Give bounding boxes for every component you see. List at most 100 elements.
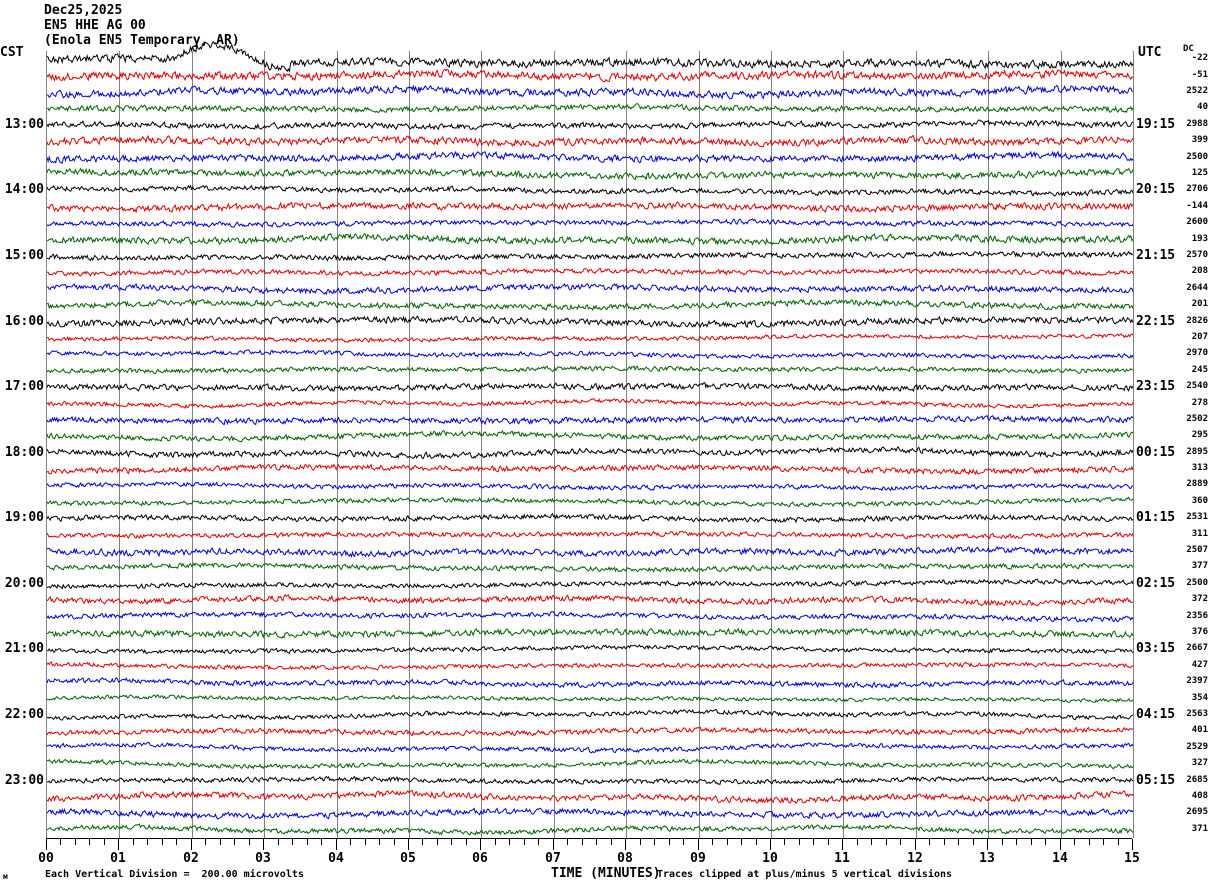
trace-11	[46, 232, 1134, 246]
trace-29	[46, 530, 1134, 540]
trace-20	[46, 381, 1134, 393]
trace-17	[46, 333, 1134, 344]
x-tick-minor	[495, 839, 496, 845]
header-date: Dec25,2025	[44, 3, 123, 18]
dc-offset-value: 371	[1191, 823, 1208, 834]
trace-35	[46, 627, 1134, 639]
dc-offset-value: 401	[1191, 725, 1208, 736]
x-tick-minor	[640, 839, 641, 845]
trace-12	[46, 250, 1134, 262]
left-time-label: 16:00	[4, 313, 44, 329]
trace-8	[46, 184, 1134, 197]
trace-15	[46, 298, 1134, 311]
x-tick-minor	[944, 839, 945, 845]
trace-7	[46, 167, 1134, 181]
x-tick-minor	[582, 839, 583, 845]
dc-offset-value: 2706	[1186, 184, 1208, 195]
dc-offset-value: 2500	[1186, 577, 1208, 588]
x-tick-minor	[654, 839, 655, 845]
dc-offset-value: 327	[1191, 758, 1208, 769]
dc-offset-value: 2826	[1186, 315, 1208, 326]
gridline-minute-12	[916, 51, 917, 838]
x-tick-label: 11	[834, 851, 850, 866]
trace-10	[46, 218, 1134, 228]
left-time-label: 22:00	[4, 707, 44, 723]
right-time-label: 00:15	[1136, 444, 1176, 460]
x-tick-label: 00	[38, 851, 54, 866]
x-tick-minor	[929, 839, 930, 845]
left-time-label: 15:00	[4, 247, 44, 263]
trace-5	[46, 134, 1134, 148]
dc-offset-value: 208	[1191, 266, 1208, 277]
dc-offset-value: 2563	[1186, 709, 1208, 720]
x-tick-label: 04	[328, 851, 344, 866]
x-tick-minor	[75, 839, 76, 845]
dc-offset-value: 125	[1191, 167, 1208, 178]
x-axis-title: TIME (MINUTES)	[551, 866, 661, 881]
x-tick-major	[480, 839, 481, 850]
right-time-label: 20:15	[1136, 182, 1176, 198]
trace-32	[46, 578, 1134, 590]
right-time-label: 23:15	[1136, 379, 1176, 395]
x-tick-minor	[741, 839, 742, 845]
clip-note: Traces clipped at plus/minus 5 vertical …	[657, 869, 953, 880]
x-tick-minor	[900, 839, 901, 845]
left-timezone-label: CST	[0, 45, 24, 60]
left-time-label: 21:00	[4, 641, 44, 657]
dc-offset-value: -22	[1191, 53, 1208, 64]
dc-column-header: DC	[1183, 44, 1194, 54]
x-tick-minor	[886, 839, 887, 845]
x-tick-minor	[249, 839, 250, 845]
x-tick-major	[1132, 839, 1133, 850]
dc-offset-value: 245	[1191, 364, 1208, 375]
x-tick-major	[915, 839, 916, 850]
x-tick-label: 05	[400, 851, 416, 866]
right-time-label: 05:15	[1136, 772, 1176, 788]
trace-16	[46, 315, 1134, 329]
dc-offset-value: 313	[1191, 463, 1208, 474]
x-tick-minor	[350, 839, 351, 845]
dc-offset-value: 2695	[1186, 807, 1208, 818]
x-tick-major	[408, 839, 409, 850]
dc-offset-value: 2889	[1186, 479, 1208, 490]
x-tick-label: 07	[545, 851, 561, 866]
x-tick-minor	[871, 839, 872, 845]
x-tick-label: 09	[690, 851, 706, 866]
dc-offset-value: 360	[1191, 495, 1208, 506]
gridline-minute-2	[192, 51, 193, 838]
dc-offset-value: 2529	[1186, 741, 1208, 752]
x-tick-major	[46, 839, 47, 850]
x-tick-minor	[365, 839, 366, 845]
trace-31	[46, 562, 1134, 573]
trace-19	[46, 365, 1134, 375]
x-tick-minor	[611, 839, 612, 845]
gridline-minute-8	[626, 51, 627, 838]
x-tick-label: 08	[617, 851, 633, 866]
dc-offset-value: 201	[1191, 299, 1208, 310]
x-tick-major	[625, 839, 626, 850]
dc-offset-value: 2667	[1186, 643, 1208, 654]
x-tick-minor	[828, 839, 829, 845]
dc-offset-value: 311	[1191, 528, 1208, 539]
dc-offset-value: 193	[1191, 233, 1208, 244]
dc-offset-value: 372	[1191, 594, 1208, 605]
trace-26	[46, 481, 1134, 492]
x-tick-label: 10	[762, 851, 778, 866]
trace-4	[46, 119, 1134, 131]
trace-45	[46, 789, 1134, 805]
trace-14	[46, 282, 1134, 296]
x-tick-major	[770, 839, 771, 850]
trace-42	[46, 742, 1134, 754]
trace-33	[46, 594, 1134, 607]
x-tick-major	[336, 839, 337, 850]
gridline-minute-11	[843, 51, 844, 838]
dc-offset-value: 2988	[1186, 118, 1208, 129]
dc-offset-value: 354	[1191, 692, 1208, 703]
dc-offset-value: 427	[1191, 659, 1208, 670]
x-tick-minor	[220, 839, 221, 845]
dc-offset-value: 2522	[1186, 85, 1208, 96]
left-time-label: 14:00	[4, 182, 44, 198]
x-tick-label: 03	[255, 851, 271, 866]
trace-0	[46, 40, 1134, 73]
x-tick-minor	[857, 839, 858, 845]
